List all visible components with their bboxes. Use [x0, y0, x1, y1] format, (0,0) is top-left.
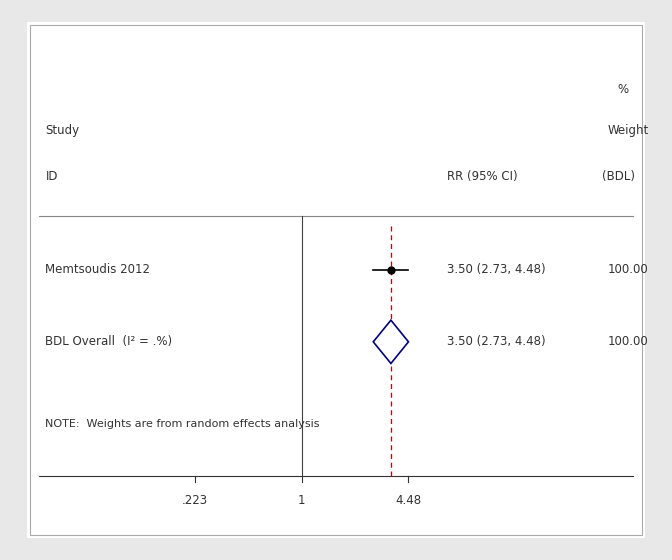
Text: 4.48: 4.48 — [395, 494, 421, 507]
Text: Memtsoudis 2012: Memtsoudis 2012 — [46, 263, 151, 276]
Text: (BDL): (BDL) — [602, 170, 635, 184]
Polygon shape — [373, 320, 409, 363]
Text: 100.00: 100.00 — [608, 335, 648, 348]
Text: Study: Study — [46, 124, 79, 137]
Text: 1: 1 — [298, 494, 306, 507]
Text: RR (95% CI): RR (95% CI) — [448, 170, 518, 184]
Text: BDL Overall  (I² = .%): BDL Overall (I² = .%) — [46, 335, 173, 348]
Text: NOTE:  Weights are from random effects analysis: NOTE: Weights are from random effects an… — [46, 419, 320, 430]
Text: 100.00: 100.00 — [608, 263, 648, 276]
Text: 3.50 (2.73, 4.48): 3.50 (2.73, 4.48) — [448, 263, 546, 276]
Text: .223: .223 — [182, 494, 208, 507]
Text: 3.50 (2.73, 4.48): 3.50 (2.73, 4.48) — [448, 335, 546, 348]
Text: Weight: Weight — [608, 124, 649, 137]
FancyBboxPatch shape — [30, 25, 642, 535]
Text: ID: ID — [46, 170, 58, 184]
Text: %: % — [618, 83, 628, 96]
